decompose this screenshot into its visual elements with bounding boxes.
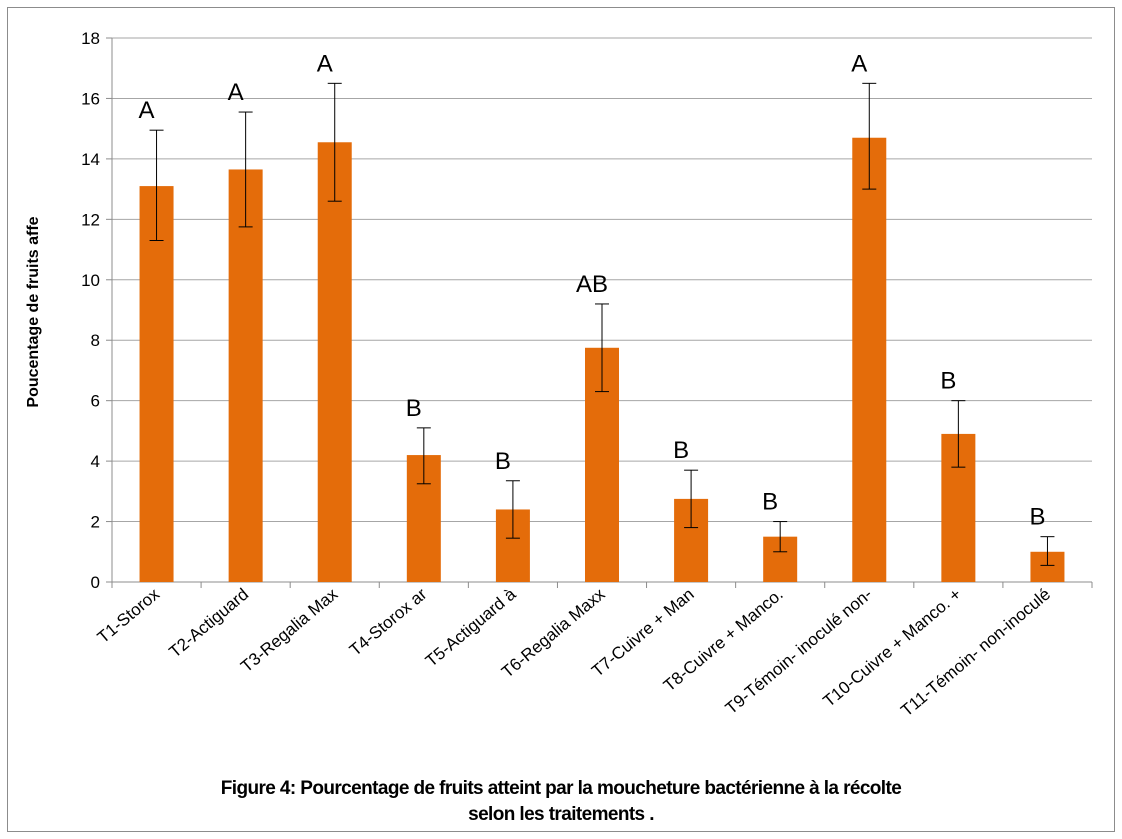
x-tick-label: T4-Storox ar [346, 584, 431, 659]
x-tick-label: T1-Storox [94, 584, 164, 647]
error-bar [773, 521, 788, 553]
significance-letter: B [495, 448, 511, 475]
significance-letter: B [406, 395, 422, 422]
bar [852, 137, 887, 582]
significance-letter: B [673, 437, 689, 464]
significance-letter: A [851, 50, 867, 77]
y-tick-label: 18 [81, 29, 100, 48]
y-tick-label: 8 [91, 331, 100, 350]
error-bar [416, 427, 431, 485]
significance-letter: AB [576, 271, 608, 298]
error-bar [1040, 536, 1055, 566]
error-bar [238, 111, 253, 228]
x-tick-label: T3-Regalia Max [237, 584, 342, 676]
y-tick-label: 14 [81, 150, 100, 169]
figure-caption-line1: Figure 4: Pourcentage de fruits atteint … [220, 778, 902, 799]
bar [139, 186, 174, 583]
error-bar [505, 480, 520, 539]
figure-caption-line2: selon les traitements . [468, 804, 654, 825]
significance-letter: A [228, 79, 244, 106]
significance-letter: A [317, 50, 333, 77]
x-tick-label: T9-Témoin- inoculé non- [722, 585, 876, 719]
y-tick-label: 4 [91, 452, 100, 471]
error-bar [327, 82, 342, 202]
bar [228, 169, 263, 582]
error-bar [951, 400, 966, 468]
y-tick-label: 6 [91, 392, 100, 411]
y-tick-label: 16 [81, 89, 100, 108]
significance-letter: B [762, 489, 778, 516]
chart-frame [7, 7, 1115, 832]
y-tick-label: 0 [91, 573, 100, 592]
error-bar [595, 303, 609, 393]
y-tick-label: 10 [81, 271, 100, 290]
y-tick-label: 12 [81, 210, 100, 229]
error-bar [684, 469, 699, 529]
y-tick-label: 2 [91, 513, 100, 532]
x-tick-label: T5-Actiguard à [422, 584, 520, 671]
significance-letter: B [1029, 504, 1045, 531]
significance-letter: B [940, 368, 956, 395]
x-tick-label: T11-Témoin- non-inoculé [897, 585, 1054, 721]
significance-letter: A [139, 97, 155, 124]
x-tick-label: T2-Actiguard [165, 585, 252, 662]
error-bar [862, 82, 877, 190]
y-axis-title: Poucentage de fruits affe [25, 216, 42, 407]
bar [317, 142, 352, 582]
error-bar [149, 129, 164, 241]
